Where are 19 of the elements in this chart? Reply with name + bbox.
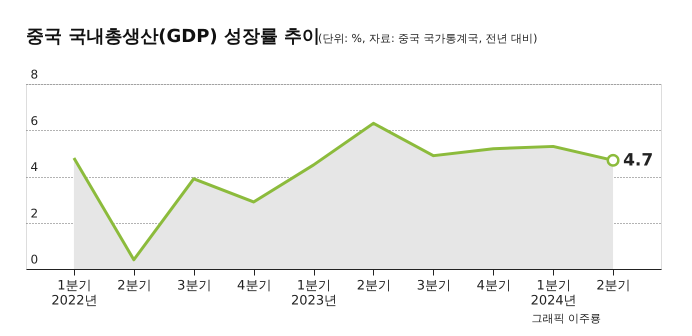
x-tick-label: 3분기 xyxy=(177,278,212,294)
x-tick-label: 1분기 2024년 xyxy=(530,278,577,308)
x-tick-label: 3분기 xyxy=(416,278,451,294)
text: 그래픽 이주룡 xyxy=(532,312,601,325)
y-tick-label: 4 xyxy=(30,160,38,174)
y-tick-label: 0 xyxy=(30,252,38,266)
y-tick-label: 6 xyxy=(30,114,38,128)
x-tick-label: 1분기 2023년 xyxy=(291,278,338,308)
y-tick-label: 2 xyxy=(30,206,38,220)
x-tick-label: 1분기 2022년 xyxy=(51,278,98,308)
x-tick-label: 4분기 xyxy=(237,278,272,294)
chart-title: 중국 국내총생산(GDP) 성장률 추이 xyxy=(26,26,320,47)
data-label: 4.7 xyxy=(623,150,654,170)
x-tick-label: 2분기 xyxy=(596,278,631,294)
x-tick-label: 2분기 xyxy=(356,278,392,294)
y-tick-label: 8 xyxy=(30,68,38,82)
chart-subtitle: (단위: %, 자료: 중국 국가통계국, 전년 대비) xyxy=(318,32,538,45)
x-tick-label: 2분기 xyxy=(117,278,152,294)
x-tick-label: 4분기 xyxy=(476,278,511,294)
